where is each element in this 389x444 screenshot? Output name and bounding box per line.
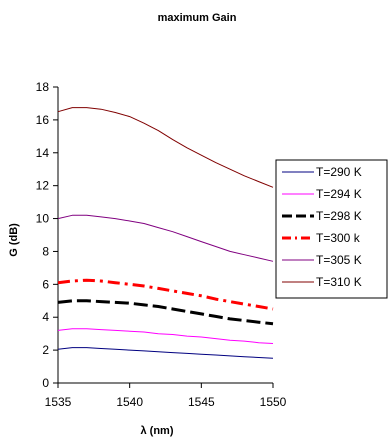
y-tick-label: 10 <box>36 212 50 226</box>
y-tick-label: 14 <box>36 146 50 160</box>
y-tick-label: 18 <box>36 80 50 94</box>
y-tick-label: 2 <box>42 343 49 357</box>
x-axis-label: λ (nm) <box>141 425 174 437</box>
y-tick-label: 12 <box>36 179 50 193</box>
series-line-5 <box>57 107 274 188</box>
y-tick-label: 0 <box>42 376 49 390</box>
legend-label-3: T=300 k <box>316 231 361 245</box>
legend-label-1: T=294 K <box>316 187 362 201</box>
legend-label-0: T=290 K <box>316 165 362 179</box>
axes: 0 2 4 6 8 10 12 14 16 18 1535 1540 1545 1550 <box>36 80 287 409</box>
series-line-3 <box>57 278 274 311</box>
legend-label-4: T=305 K <box>316 253 362 267</box>
series-line-0 <box>57 347 274 359</box>
legend: T=290 K T=294 K T=298 K T=300 k T=305 K T=310… <box>275 159 388 299</box>
series-line-1 <box>57 328 274 344</box>
chart-title: maximum Gain <box>158 12 237 24</box>
series-line-4 <box>57 214 274 262</box>
y-tick-label: 6 <box>42 277 49 291</box>
y-axis-label: G (dB) <box>8 223 20 257</box>
y-tick-label: 4 <box>42 310 49 324</box>
legend-box <box>275 159 388 299</box>
x-tick-label: 1550 <box>260 395 287 409</box>
y-tick-label: 8 <box>42 244 49 258</box>
y-tick-label: 16 <box>36 113 50 127</box>
legend-label-5: T=310 K <box>316 275 362 289</box>
legend-label-2: T=298 K <box>316 209 362 223</box>
x-tick-label: 1535 <box>45 395 72 409</box>
x-tick-label: 1540 <box>116 395 143 409</box>
series-group <box>57 107 274 359</box>
x-tick-label: 1545 <box>188 395 215 409</box>
series-line-2 <box>57 299 274 326</box>
